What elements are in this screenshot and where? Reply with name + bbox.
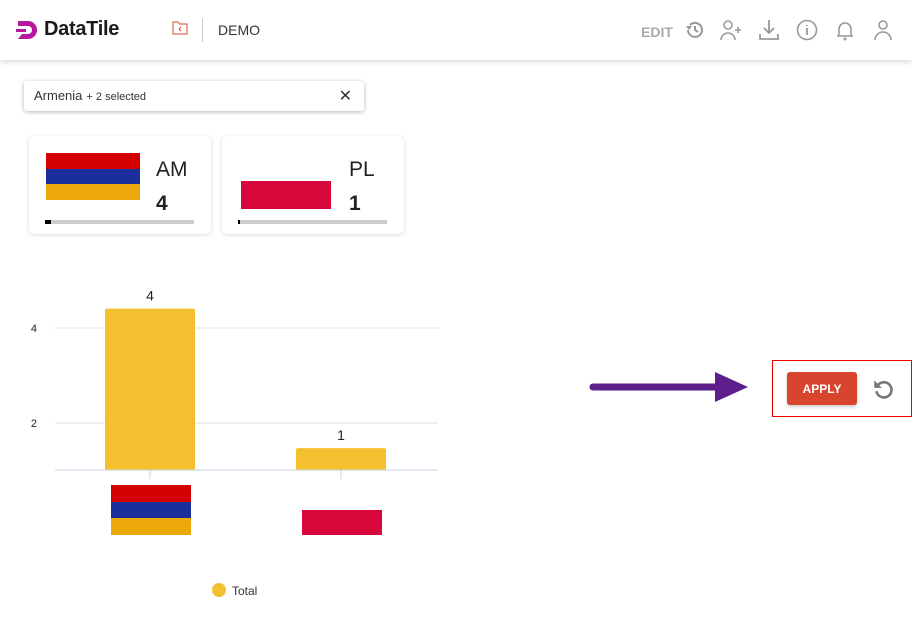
poland-flag <box>241 181 331 209</box>
bar <box>296 448 386 470</box>
armenia-flag <box>46 153 140 201</box>
armenia-flag-stripe <box>111 518 191 535</box>
country-code: AM <box>156 158 188 181</box>
add-user-icon[interactable] <box>719 18 743 42</box>
user-icon[interactable] <box>871 18 895 42</box>
country-filter[interactable]: Armenia + 2 selected ✕ <box>24 81 364 111</box>
data-label: 4 <box>146 288 154 304</box>
apply-button[interactable]: APPLY <box>787 372 857 405</box>
filter-value: Armenia + 2 selected <box>34 88 147 103</box>
country-card-am[interactable]: AM 4 <box>29 136 211 234</box>
divider <box>202 18 203 42</box>
progress-bar <box>45 220 194 224</box>
legend-label: Total <box>232 584 257 598</box>
poland-flag <box>302 510 382 535</box>
bell-icon[interactable] <box>833 18 857 42</box>
clear-filter-icon[interactable]: ✕ <box>338 88 352 105</box>
country-code: PL <box>349 158 375 181</box>
arrow-annotation <box>589 372 748 402</box>
project-name[interactable]: DEMO <box>218 22 260 38</box>
logo[interactable]: DataTile <box>16 18 119 41</box>
bar <box>105 308 195 470</box>
progress-bar <box>238 220 387 224</box>
armenia-flag-stripe <box>111 485 191 502</box>
data-label: 1 <box>337 427 345 443</box>
history-icon[interactable] <box>683 18 707 42</box>
y-tick-label: 4 <box>31 323 37 335</box>
bar-chart: 2 4 4 1 Total <box>31 288 438 598</box>
legend-marker <box>212 583 226 597</box>
download-icon[interactable] <box>757 18 781 42</box>
reset-icon[interactable] <box>871 376 897 402</box>
apply-actions: APPLY <box>772 360 912 417</box>
country-value: 4 <box>156 192 168 215</box>
app-header: DataTile DEMO EDIT <box>0 0 912 60</box>
folder-icon[interactable] <box>172 21 188 35</box>
country-card-pl[interactable]: PL 1 <box>222 136 404 234</box>
datatile-logo-icon <box>16 20 37 39</box>
info-icon[interactable] <box>795 18 819 42</box>
armenia-flag-stripe <box>111 502 191 519</box>
edit-button[interactable]: EDIT <box>641 24 673 40</box>
country-value: 1 <box>349 192 361 215</box>
y-tick-label: 2 <box>31 418 37 430</box>
